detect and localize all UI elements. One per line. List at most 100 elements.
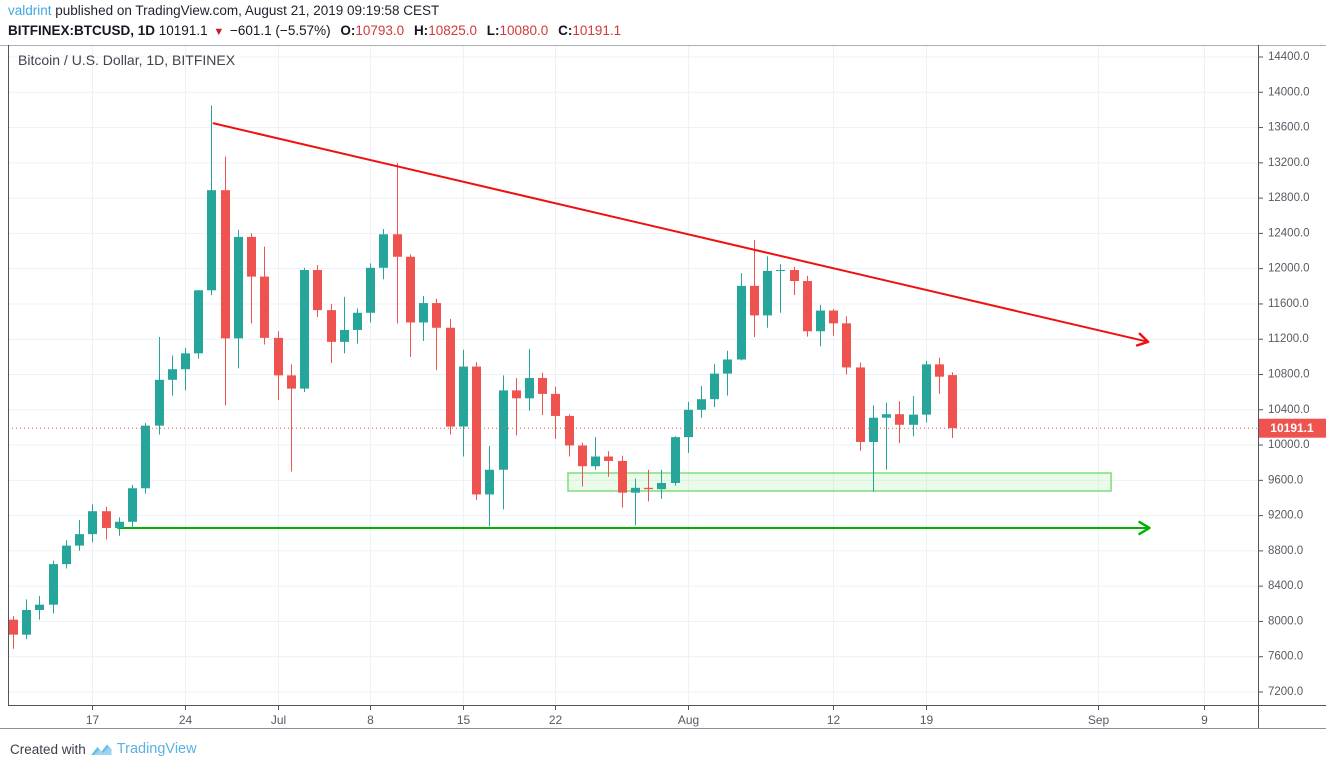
candle: [790, 266, 799, 296]
price-axis-label: 13200.0: [1268, 157, 1310, 169]
candle-body: [565, 415, 574, 446]
candle-body: [723, 359, 732, 374]
candle: [300, 267, 309, 393]
footer-attribution: Created with TradingView: [10, 741, 197, 757]
candle-body: [194, 290, 203, 354]
candle: [763, 256, 772, 328]
candle-body: [869, 417, 878, 442]
candle-body: [790, 269, 799, 282]
candle: [485, 445, 494, 527]
author-link[interactable]: valdrint: [8, 3, 52, 18]
time-axis-label: 9: [1201, 713, 1208, 727]
candle: [115, 517, 124, 536]
candle: [141, 423, 150, 494]
candle: [379, 228, 388, 280]
price-axis-label: 7600.0: [1268, 651, 1303, 663]
candle: [207, 105, 216, 296]
candle-body: [816, 310, 825, 332]
candle-body: [260, 276, 269, 338]
candle: [869, 405, 878, 492]
candle: [419, 296, 428, 341]
candle-body: [62, 545, 71, 565]
candle: [618, 455, 627, 508]
time-axis-label: 22: [549, 713, 563, 727]
close-value: 10191.1: [572, 23, 622, 38]
candle: [366, 263, 375, 323]
last-price-badge: 10191.1: [1259, 418, 1326, 438]
candle-body: [327, 310, 336, 342]
time-axis-label: 12: [827, 713, 841, 727]
candle-body: [9, 619, 18, 635]
candle: [750, 240, 759, 338]
candle-body: [313, 269, 322, 311]
candle-body: [353, 312, 362, 330]
candle: [776, 264, 785, 313]
candle: [565, 414, 574, 457]
time-axis-label: Jul: [271, 713, 286, 727]
candle: [723, 350, 732, 396]
candle-body: [221, 190, 230, 339]
candle: [737, 273, 746, 361]
candle-body: [591, 456, 600, 467]
time-axis-label: 19: [920, 713, 934, 727]
price-axis-label: 11200.0: [1268, 333, 1309, 345]
candle-body: [671, 437, 680, 483]
candle-body: [842, 323, 851, 368]
price-axis-label: 13600.0: [1268, 122, 1310, 134]
low-label: L:: [486, 23, 500, 38]
candle-body: [551, 393, 560, 416]
candles-group: [9, 105, 957, 649]
candle: [472, 362, 481, 501]
low-value: 10080.0: [499, 23, 549, 38]
candle-body: [909, 414, 918, 425]
candle: [62, 540, 71, 569]
candle: [895, 401, 904, 444]
price-axis-label: 12800.0: [1268, 192, 1310, 204]
candle-body: [472, 366, 481, 495]
last-price-badge-bg: [1259, 418, 1326, 438]
price-axis[interactable]: 14400.0 14000.0 13600.0 13200.0 12800.0 12400…: [1258, 51, 1310, 698]
candle: [221, 156, 230, 406]
candle: [551, 386, 560, 439]
candle-body: [485, 469, 494, 495]
candle-body: [697, 399, 706, 410]
tradingview-brand-link[interactable]: TradingView: [116, 741, 197, 757]
candle: [935, 357, 944, 394]
candle-body: [419, 303, 428, 323]
candle-body: [631, 487, 640, 493]
candle-body: [895, 414, 904, 425]
candle-body: [644, 487, 653, 490]
chart-title: Bitcoin / U.S. Dollar, 1D, BITFINEX: [18, 52, 236, 68]
candle: [327, 303, 336, 364]
candle-body: [247, 236, 256, 277]
grid-lines: [8, 45, 1258, 705]
time-axis-label: 8: [367, 713, 374, 727]
candle-body: [882, 414, 891, 418]
candle-body: [776, 269, 785, 271]
candle-body: [49, 564, 58, 605]
candle: [538, 372, 547, 416]
candle-body: [128, 488, 137, 522]
price-axis-label: 9200.0: [1268, 510, 1303, 522]
candle-body: [750, 285, 759, 316]
candle-body: [763, 270, 772, 316]
tradingview-logo-icon: [90, 744, 112, 755]
candle-body: [88, 511, 97, 535]
symbol-label: BITFINEX:BTCUSD, 1D: [8, 23, 156, 38]
chart-frame: [0, 45, 1326, 729]
candle: [128, 484, 137, 528]
candle-body: [446, 327, 455, 427]
candle: [657, 469, 666, 499]
price-axis-label: 8800.0: [1268, 545, 1303, 557]
price-axis-label: 9600.0: [1268, 474, 1303, 486]
candle-body: [604, 456, 613, 461]
time-axis[interactable]: 17 24 Jul 8 15 22 Aug 12 19 Sep 9: [86, 705, 1208, 727]
published-text: published on TradingView.com, August 21,…: [51, 3, 440, 18]
candle: [49, 560, 58, 614]
price-axis-label: 10800.0: [1268, 369, 1310, 381]
candle: [353, 308, 362, 344]
last-price-badge-value: 10191.1: [1270, 421, 1314, 435]
candle-body: [102, 511, 111, 528]
